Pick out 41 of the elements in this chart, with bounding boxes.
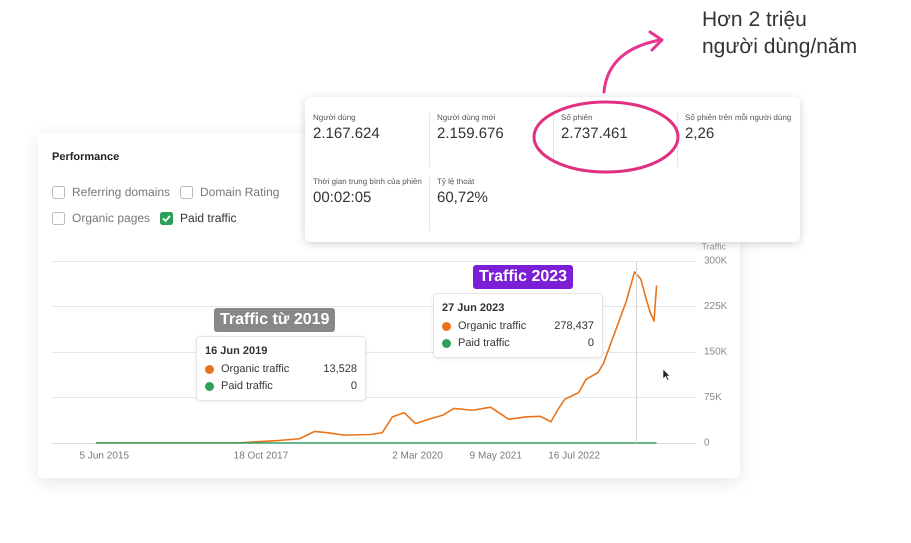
annotation: 278,437: [554, 320, 594, 332]
legend-label: Organic traffic: [221, 363, 290, 375]
text: Người dùng: [313, 113, 357, 122]
y-axis-title: Traffic: [701, 242, 726, 252]
text: 00:02:05: [313, 189, 372, 206]
annotation: Traffic từ 2019: [214, 308, 336, 332]
text: 2.167.624: [313, 125, 381, 142]
text: 2.159.676: [437, 125, 505, 142]
x-tick-label: 16 Jul 2022: [548, 450, 600, 462]
x-tick-label: 18 Oct 2017: [234, 450, 289, 462]
text: Organic traffic: [458, 320, 526, 332]
text: Hơn 2 triệu người dùng/năm: [702, 7, 858, 60]
chart-title: Performance: [52, 151, 120, 163]
text: Số phiên: [561, 113, 594, 122]
y-tick-label: 0: [704, 438, 710, 448]
y-tick-label: 75K: [704, 392, 722, 403]
text: Paid traffic: [458, 337, 510, 349]
text: 60,72%: [437, 189, 489, 206]
text: 2,26: [685, 125, 716, 142]
annotation: 27 Jun 2023: [442, 302, 506, 314]
y-tick-label: 225K: [704, 301, 728, 312]
legend-label: Paid traffic: [221, 380, 274, 392]
text: Người dùng mới: [437, 113, 497, 122]
x-tick-label: 5 Jun 2015: [80, 450, 130, 462]
annotation: 0: [350, 380, 357, 392]
annotation: 16 Jun 2019: [205, 345, 268, 357]
y-tick-label: 300K: [704, 256, 728, 266]
y-tick-label: 150K: [704, 346, 728, 358]
x-tick-label: 2 Mar 2020: [392, 450, 444, 462]
text: Tỷ lệ thoát: [437, 177, 476, 186]
text: Domain Rating: [200, 185, 280, 199]
text: Paid traffic: [180, 211, 237, 225]
x-tick-label: 9 May 2021: [470, 450, 522, 462]
annotation: Traffic 2023: [473, 265, 574, 289]
text: Thời gian trung bình của phiên: [313, 177, 423, 186]
text: Organic pages: [72, 211, 150, 225]
annotation: 13,528: [323, 363, 357, 375]
text: Referring domains: [72, 185, 170, 199]
annotation: 0: [588, 337, 594, 349]
text: 2.737.461: [561, 125, 629, 142]
text: Số phiên trên mỗi người dùng: [685, 113, 792, 122]
